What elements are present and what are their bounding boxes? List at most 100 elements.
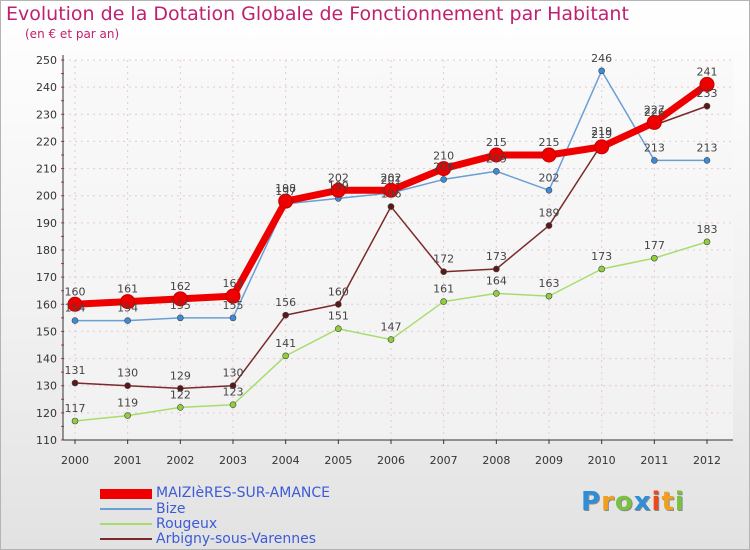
y-tick-label: 190 xyxy=(36,217,57,230)
legend-label-maizieres: MAIZIèRES-SUR-AMANCE xyxy=(156,485,330,501)
data-label: 199 xyxy=(328,179,349,192)
data-label: 160 xyxy=(65,285,86,298)
data-point xyxy=(493,265,500,273)
series-rougeux xyxy=(71,238,711,425)
data-point xyxy=(488,147,504,163)
data-point xyxy=(545,292,553,300)
data-point xyxy=(335,325,342,333)
legend-swatch-rougeux xyxy=(100,523,152,525)
data-point xyxy=(646,114,662,130)
data-label: 246 xyxy=(591,52,612,65)
data-label: 213 xyxy=(644,141,665,154)
y-tick-label: 140 xyxy=(36,353,57,366)
chart-title: Evolution de la Dotation Globale de Fonc… xyxy=(6,3,629,25)
x-tick-label: 2006 xyxy=(377,454,405,467)
data-label: 129 xyxy=(170,369,191,382)
data-point xyxy=(278,193,294,209)
data-label: 154 xyxy=(117,302,138,315)
y-tick-label: 180 xyxy=(36,244,57,257)
x-tick-label: 2010 xyxy=(588,454,616,467)
data-point xyxy=(440,268,447,276)
data-label: 198 xyxy=(275,182,296,195)
x-tick-label: 2000 xyxy=(61,454,89,467)
y-tick-label: 220 xyxy=(36,135,57,148)
data-point xyxy=(177,385,184,392)
data-point xyxy=(71,379,79,387)
chart-subtitle: (en € et par an) xyxy=(25,27,120,41)
data-point xyxy=(282,311,289,319)
data-label: 177 xyxy=(644,239,665,252)
y-tick-label: 160 xyxy=(36,298,57,311)
data-point xyxy=(651,254,658,262)
data-point xyxy=(71,317,79,324)
logo-letter: P xyxy=(581,487,602,517)
data-point xyxy=(440,176,447,183)
y-tick-label: 210 xyxy=(36,163,57,176)
y-tick-label: 250 xyxy=(36,54,57,67)
data-label: 122 xyxy=(170,388,191,401)
data-point xyxy=(493,290,500,297)
data-point xyxy=(383,182,399,198)
legend-label-bize: Bize xyxy=(156,501,186,517)
data-label: 123 xyxy=(223,386,244,399)
data-label: 201 xyxy=(381,174,402,187)
data-point xyxy=(229,382,237,390)
logo-letter: r xyxy=(601,487,615,517)
data-label: 189 xyxy=(539,207,560,220)
data-point xyxy=(229,401,237,409)
data-point xyxy=(67,296,83,312)
y-tick-label: 200 xyxy=(36,190,57,203)
y-tick-label: 130 xyxy=(36,380,57,393)
data-point xyxy=(703,238,711,246)
data-label: 147 xyxy=(381,321,402,334)
data-label: 161 xyxy=(117,283,138,296)
data-label: 163 xyxy=(539,277,560,290)
data-label: 156 xyxy=(275,296,296,309)
data-point xyxy=(703,157,711,164)
data-label: 233 xyxy=(697,87,718,100)
data-label: 141 xyxy=(275,337,296,350)
data-point xyxy=(598,67,605,75)
data-label: 130 xyxy=(223,367,244,380)
data-label: 131 xyxy=(65,364,86,377)
logo-letter: i xyxy=(674,487,685,517)
data-label: 219 xyxy=(591,125,612,138)
data-label: 241 xyxy=(697,65,718,78)
data-label: 196 xyxy=(381,188,402,201)
data-label: 202 xyxy=(539,171,560,184)
data-label: 162 xyxy=(170,280,191,293)
x-tick-label: 2005 xyxy=(324,454,352,467)
x-tick-label: 2009 xyxy=(535,454,563,467)
data-point xyxy=(172,291,188,307)
data-point xyxy=(594,139,610,155)
data-point xyxy=(387,203,395,210)
logo-letter: i xyxy=(651,487,662,517)
x-tick-label: 2007 xyxy=(430,454,458,467)
data-point xyxy=(229,314,237,322)
data-point xyxy=(440,298,447,305)
data-point xyxy=(436,161,452,177)
data-point xyxy=(493,167,500,175)
x-tick-label: 2012 xyxy=(693,454,721,467)
data-point xyxy=(598,265,605,273)
data-label: 202 xyxy=(381,171,402,184)
data-point xyxy=(225,288,241,304)
y-tick-label: 240 xyxy=(36,81,57,94)
data-point xyxy=(71,417,79,425)
logo-letter: x xyxy=(633,487,652,517)
data-point xyxy=(703,102,711,110)
data-point xyxy=(282,352,289,360)
legend-swatch-maizieres xyxy=(100,489,152,499)
y-tick-label: 230 xyxy=(36,108,57,121)
data-point xyxy=(699,76,715,92)
x-tick-label: 2008 xyxy=(482,454,510,467)
data-label: 210 xyxy=(433,150,454,163)
data-point xyxy=(120,294,136,310)
y-tick-label: 120 xyxy=(36,407,57,420)
data-label: 154 xyxy=(65,302,86,315)
data-label: 117 xyxy=(65,402,86,415)
data-point xyxy=(124,412,131,419)
plot-area xyxy=(63,60,733,440)
data-point xyxy=(177,314,184,322)
data-label: 130 xyxy=(117,367,138,380)
